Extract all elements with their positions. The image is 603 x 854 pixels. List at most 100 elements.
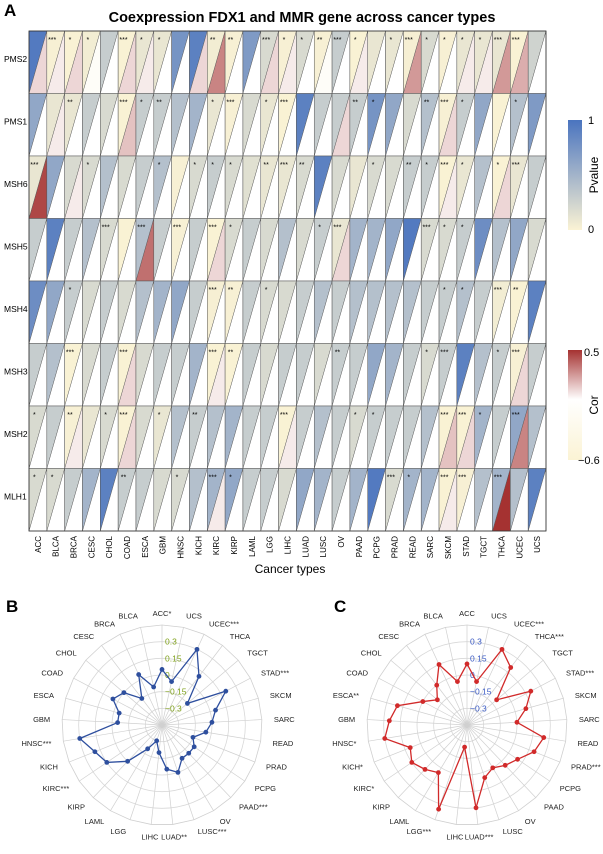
significance-mark: *** xyxy=(102,225,110,232)
heatmap-cell xyxy=(189,468,208,532)
significance-mark: *** xyxy=(119,37,127,44)
heatmap-cell xyxy=(385,405,404,469)
radar-point xyxy=(125,758,131,764)
heatmap-cell: *** xyxy=(278,155,297,219)
heatmap-cell: ** xyxy=(296,155,315,219)
heatmap-cell xyxy=(527,155,547,219)
heatmap-cell xyxy=(100,30,119,94)
radar-point xyxy=(92,749,98,755)
heatmap-cell: * xyxy=(420,343,440,407)
heatmap-cell xyxy=(474,280,493,344)
heatmap-cell xyxy=(527,30,547,94)
heatmap-cell: *** xyxy=(456,468,475,532)
heatmap-cell: *** xyxy=(117,405,137,469)
heatmap-cell: *** xyxy=(207,218,226,282)
radar-spoke xyxy=(466,627,489,726)
heatmap-cell xyxy=(349,468,368,532)
heatmap-cell xyxy=(153,343,172,407)
radar-spoke xyxy=(62,719,163,726)
heatmap-cell xyxy=(296,468,315,532)
radar-chart-b: −0.3 −0.15 0 0.15 0.3 ACC* UCS UCEC*** THCA TGCT S… xyxy=(21,609,295,841)
significance-mark: *** xyxy=(262,37,270,44)
radar-point xyxy=(382,736,388,741)
heatmap-cell xyxy=(349,280,368,344)
significance-mark: *** xyxy=(494,475,502,482)
cor-colorbar xyxy=(568,350,582,460)
significance-mark: * xyxy=(496,162,499,169)
heatmap-cell xyxy=(331,93,351,157)
radar-point xyxy=(139,696,145,701)
radar-point xyxy=(110,696,116,702)
radar-axis-label: SARC xyxy=(579,715,600,724)
significance-mark: * xyxy=(158,162,161,169)
cor-triangle xyxy=(510,468,529,531)
heatmap-cell xyxy=(385,93,404,157)
heatmap-cell xyxy=(278,280,297,344)
column-label: UCS xyxy=(533,536,542,553)
row-label: MSH5 xyxy=(4,242,28,252)
significance-mark: *** xyxy=(66,350,74,357)
significance-mark: * xyxy=(443,287,446,294)
radar-point xyxy=(474,679,479,684)
cor-legend: 0.5 −0.6 Cor xyxy=(568,347,601,467)
radar-axis-label: HNSC*** xyxy=(21,739,51,748)
significance-mark: *** xyxy=(440,475,448,482)
heatmap-cell xyxy=(403,405,422,469)
significance-mark: * xyxy=(176,475,179,482)
significance-mark: *** xyxy=(440,412,448,419)
heatmap-cell: *** xyxy=(438,343,458,407)
heatmap-cell xyxy=(242,405,262,469)
radar-point xyxy=(145,746,151,752)
heatmap-cell xyxy=(403,280,422,344)
cor-triangle xyxy=(510,218,529,281)
heatmap-cell: * xyxy=(135,30,155,94)
heatmap-cell: ** xyxy=(331,343,351,407)
significance-mark: *** xyxy=(512,350,520,357)
heatmap-cell xyxy=(207,405,226,469)
radar-axis-label: SKCM xyxy=(270,691,292,700)
significance-mark: * xyxy=(443,225,446,232)
radar-axis-label: LUAD** xyxy=(161,832,187,841)
significance-mark: *** xyxy=(440,162,448,169)
heatmap-cell xyxy=(510,468,529,532)
heatmap-cell xyxy=(367,30,386,94)
heatmap-cell: *** xyxy=(510,155,529,219)
heatmap-cell xyxy=(171,155,190,219)
heatmap-cell xyxy=(420,280,440,344)
significance-mark: *** xyxy=(209,225,217,232)
heatmap-grid: *** * * *** * * ** ** *** * * ** *** * * *** * * * * *** ****… xyxy=(28,30,547,532)
heatmap-cell xyxy=(28,93,48,157)
significance-mark: ** xyxy=(192,412,198,419)
significance-mark: *** xyxy=(30,162,38,169)
heatmap-cell xyxy=(135,343,155,407)
radar-axis-label: STAD*** xyxy=(261,669,289,678)
radar-point xyxy=(523,706,529,712)
heatmap-cell xyxy=(474,343,493,407)
radar-point xyxy=(473,805,479,811)
heatmap-cell xyxy=(385,280,404,344)
radar-spoke xyxy=(466,677,556,726)
radar-spoke xyxy=(466,724,537,798)
radar-axis-label: SARC xyxy=(274,715,295,724)
radar-spoke xyxy=(466,697,564,726)
column-label: LGG xyxy=(266,536,275,553)
significance-mark: *** xyxy=(458,412,466,419)
heatmap-cell xyxy=(331,155,351,219)
heatmap-cell xyxy=(420,468,440,532)
column-label: KICH xyxy=(194,536,203,555)
significance-mark: ** xyxy=(299,162,305,169)
heatmap-cell xyxy=(64,155,83,219)
radar-spoke xyxy=(140,627,163,726)
column-label: CESC xyxy=(87,536,96,558)
heatmap-cell xyxy=(46,155,65,219)
radar-axis-label: PAAD xyxy=(544,802,564,811)
radar-spoke xyxy=(466,724,561,763)
row-label: MSH2 xyxy=(4,429,28,439)
heatmap-cell: *** xyxy=(510,30,529,94)
heatmap-cell xyxy=(331,468,351,532)
radar-axis-label: TGCT xyxy=(552,648,573,657)
heatmap-cell xyxy=(242,155,262,219)
radar-spoke xyxy=(65,697,163,726)
heatmap-cell: *** xyxy=(171,218,190,282)
heatmap-cell: *** xyxy=(403,30,422,94)
